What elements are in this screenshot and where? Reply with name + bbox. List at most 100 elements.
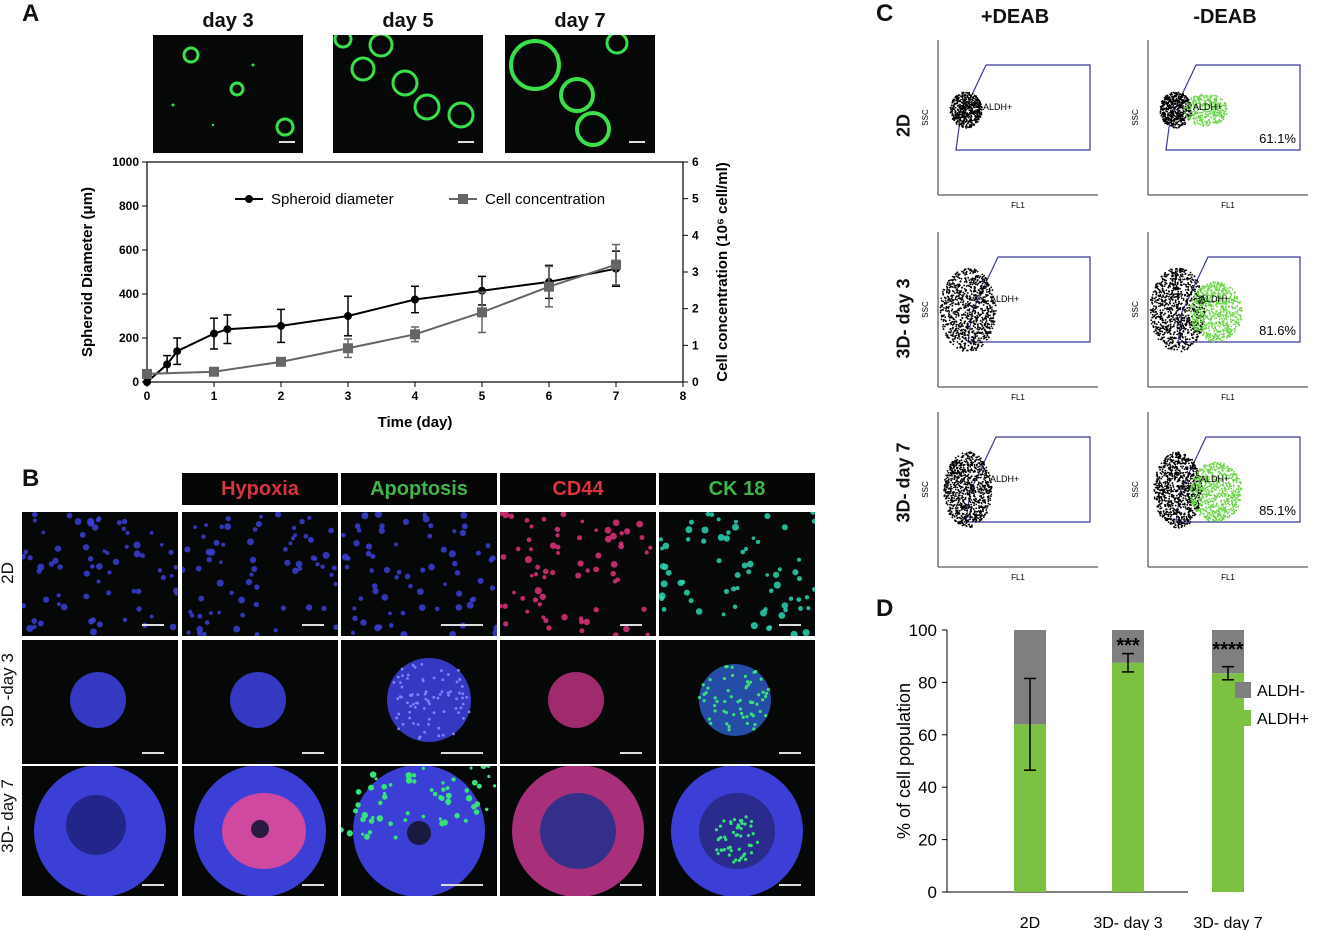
col-header-apoptosis: Apoptosis [341, 473, 497, 505]
micrograph-r2-c3 [341, 640, 497, 764]
micrograph-r3-c3 [341, 766, 497, 896]
aldh-gate [1165, 64, 1301, 151]
x-tick-label: 5 [479, 389, 486, 403]
y2-tick-label: 1 [692, 338, 699, 352]
micrograph-r2-c4 [500, 640, 656, 764]
data-point [477, 307, 487, 318]
flow-x-label: FL1 [1221, 201, 1235, 210]
flow-x-label: FL1 [1011, 573, 1025, 582]
data-point [163, 360, 172, 369]
scale-bar [620, 884, 642, 886]
scale-bar [142, 752, 164, 754]
scale-bar [142, 624, 164, 626]
y-tick-label: 40 [918, 778, 937, 797]
x-tick-label: 2D [1020, 915, 1040, 930]
micrograph-day5 [333, 35, 483, 153]
data-point [343, 343, 353, 354]
col-header-apoptosis-text: Apoptosis [370, 478, 468, 500]
data-point [277, 321, 285, 330]
row-label-3d-day3: 3D -day 3 [0, 653, 17, 727]
x-tick-label: 3D- day 3 [1093, 915, 1162, 930]
col-header-hypoxia: Hypoxia [182, 473, 338, 505]
data-point [410, 329, 420, 340]
x-tick-label: 4 [412, 389, 419, 403]
micrograph-r1-c1 [22, 512, 178, 636]
flow-x-label: FL1 [1221, 573, 1235, 582]
scale-bar [441, 624, 483, 626]
y-tick-label: 400 [119, 287, 139, 301]
x-tick-label: 6 [546, 389, 553, 403]
y-tick-label: 0 [928, 883, 937, 902]
aldh-percentage: 85.1% [1259, 503, 1296, 518]
bar-ALDH+ [1212, 673, 1244, 892]
y-tick-label: 1000 [112, 155, 139, 169]
gate-label: ALDH+ [1200, 474, 1229, 484]
data-point [173, 347, 182, 356]
flow-y-label: SSC [921, 301, 930, 318]
scale-bar [302, 752, 324, 754]
micrograph-r1-c4 [500, 512, 656, 636]
gate-label: ALDH+ [1193, 102, 1222, 112]
data-point [209, 366, 219, 377]
gate-label: ALDH+ [983, 102, 1012, 112]
legend-label: ALDH+ [1257, 711, 1309, 728]
aldh-population-chart: 0 20 40 60 80 100 % of cell population 2D 3D- da… [894, 621, 1309, 930]
y2-tick-label: 3 [692, 265, 699, 279]
data-point [344, 312, 352, 320]
data-point [143, 378, 151, 386]
y2-tick-label: 2 [692, 302, 699, 316]
x-tick-label: 1 [211, 389, 218, 403]
data-point [142, 368, 152, 379]
col-header-cd44-text: CD44 [552, 478, 604, 500]
x-tick-label: 7 [613, 389, 620, 403]
y2-tick-label: 4 [692, 228, 699, 242]
micrograph-r3-c2 [182, 766, 338, 896]
y-tick-label: 100 [909, 621, 937, 640]
legend-label: ALDH- [1257, 683, 1305, 700]
scale-bar [302, 884, 324, 886]
panel-label-b: B [22, 465, 40, 492]
y-axis-label: % of cell population [894, 683, 914, 839]
gate-label: ALDH+ [1200, 294, 1229, 304]
flow-y-label: SSC [1131, 301, 1140, 318]
aldh-gate [1175, 436, 1301, 523]
panel-label-d: D [876, 595, 894, 622]
significance-stars: *** [1116, 635, 1140, 657]
legend-label: Cell concentration [485, 191, 605, 208]
flow-y-label: SSC [921, 109, 930, 126]
flow-plot-r1-c1: FL1 SSC ALDH+ [920, 40, 1110, 215]
y2-tick-label: 5 [692, 192, 699, 206]
micrograph-r2-c2 [182, 640, 338, 764]
col-header-ck18-text: CK 18 [708, 478, 766, 500]
bar-ALDH+ [1112, 662, 1144, 892]
x-tick-label: 8 [680, 389, 687, 403]
image-label-day5: day 5 [382, 10, 434, 32]
data-point [223, 325, 232, 334]
aldh-percentage: 81.6% [1259, 323, 1296, 338]
aldh-gate [965, 436, 1091, 523]
micrograph-r1-c5 [659, 512, 815, 636]
flow-y-label: SSC [1131, 109, 1140, 126]
panel-label-c: C [876, 0, 894, 27]
col-header-cd44: CD44 [500, 473, 656, 505]
micrograph-r1-c2 [182, 512, 338, 636]
x-axis-label: Time (day) [378, 414, 453, 431]
y2-tick-label: 0 [692, 375, 699, 389]
scale-bar [441, 884, 483, 886]
col-header-hypoxia-text: Hypoxia [221, 478, 299, 500]
flow-row-label-3d-day7: 3D- day 7 [893, 442, 914, 523]
flow-row-label-3d-day3: 3D- day 3 [893, 278, 914, 359]
flow-plot-r3-c1: FL1 SSC ALDH+ [920, 412, 1110, 587]
data-point [210, 329, 218, 338]
scale-bar [620, 624, 642, 626]
y-tick-label: 200 [119, 331, 139, 345]
flow-plot-r2-c2: FL1 SSC 81.6% ALDH+ [1130, 232, 1320, 407]
micrograph-day3 [153, 35, 303, 153]
y-axis-label: Spheroid Diameter (μm) [79, 187, 96, 357]
flow-y-label: SSC [921, 481, 930, 498]
legend-marker [458, 194, 468, 204]
legend-label: Spheroid diameter [271, 191, 394, 208]
col-header-minus-deab: -DEAB [1193, 6, 1257, 28]
row-label-2d: 2D [0, 562, 17, 584]
